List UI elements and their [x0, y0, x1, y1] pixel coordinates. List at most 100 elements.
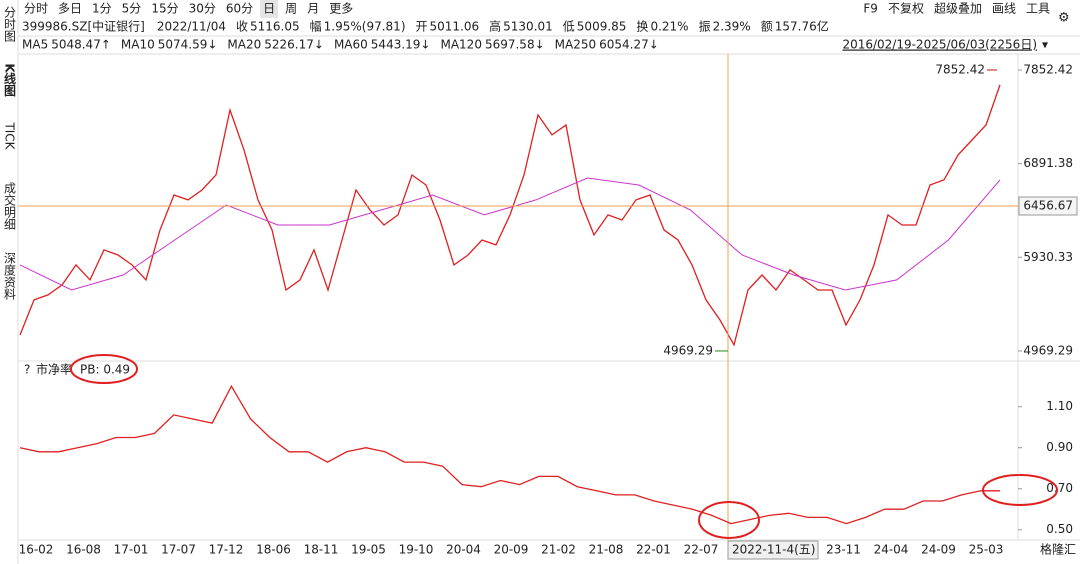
period-button[interactable]: 5分	[122, 2, 142, 16]
x-tick-label: 19-05	[351, 543, 386, 557]
y-tick-label: 6891.38	[1023, 156, 1073, 170]
x-tick-label: 17-12	[209, 543, 244, 557]
series-line	[19, 384, 1000, 525]
period-button[interactable]: 30分	[189, 2, 216, 16]
y-tick-label: 5930.33	[1023, 250, 1073, 264]
field-label: 高	[489, 19, 501, 34]
x-tick-label: 16-02	[19, 543, 54, 557]
low-label: 4969.29	[663, 343, 713, 357]
period-button[interactable]: 更多	[329, 2, 353, 16]
side-tab[interactable]: K线图	[3, 63, 17, 97]
y-tick-label: 0.50	[1046, 522, 1073, 536]
y-tick-label: 0.90	[1046, 440, 1073, 454]
x-tick-label: 18-11	[304, 543, 339, 557]
ma-name: MA250	[555, 38, 596, 52]
highlight-circle	[698, 501, 760, 539]
side-tab[interactable]: 分时图	[3, 6, 17, 42]
cursor-label-box	[1018, 196, 1078, 216]
highlight-circle	[70, 354, 138, 384]
ma-name: MA5	[22, 38, 48, 52]
highlight-circle	[982, 474, 1058, 506]
y-tick-label: 1.10	[1046, 399, 1073, 413]
high-label: 7852.42	[935, 62, 985, 76]
y-tick-label: 4969.29	[1023, 343, 1073, 357]
dropdown: ▾	[1042, 38, 1048, 52]
quote-date: 2022/11/04	[157, 20, 226, 34]
date-range: 2016/02/19-2025/06/03(2256日)	[842, 38, 1037, 52]
ma-value: 5074.59↓	[158, 38, 218, 52]
field-label: 额	[761, 20, 773, 34]
ma-name: MA20	[227, 38, 261, 52]
toolbar-button[interactable]: 工具	[1026, 2, 1050, 16]
field-label: 换	[636, 20, 648, 34]
field-label: 低	[563, 20, 575, 34]
ma-name: MA60	[334, 38, 368, 52]
field-label: 开	[416, 20, 428, 34]
period-button[interactable]: 60分	[226, 2, 253, 16]
x-tick-label: 25-03	[969, 543, 1004, 557]
period-button[interactable]: 15分	[151, 2, 178, 16]
ma-value: 5443.19↓	[371, 38, 431, 52]
period-button[interactable]: 1分	[92, 2, 112, 16]
x-tick-label: 18-06	[256, 543, 291, 557]
x-tick-label: 19-10	[399, 543, 434, 557]
period-button[interactable]: 月	[307, 2, 319, 16]
pb-readout: PB: 0.49	[80, 363, 130, 377]
field-value: 5116.05	[250, 20, 300, 34]
ma-value: 5048.47↑	[51, 38, 111, 52]
x-tick-label: 20-09	[494, 543, 529, 557]
x-tick-label: 24-04	[874, 543, 909, 557]
field-value: 2.39%	[713, 20, 751, 34]
x-tick-label: 21-08	[589, 543, 624, 557]
field-value: 1.95%(97.81)	[324, 20, 406, 34]
settings-icon[interactable]: ⚙	[1058, 11, 1070, 26]
y-tick-label: 7852.42	[1023, 62, 1073, 76]
toolbar-button[interactable]: 画线	[992, 2, 1016, 16]
ma-value: 5226.17↓	[264, 38, 324, 52]
cursor-date: 2022-11-4(五)	[732, 543, 815, 557]
y-tick-label: 0.70	[1046, 481, 1073, 495]
field-value: 5009.85	[577, 20, 627, 34]
x-tick-label: 24-09	[921, 543, 956, 557]
period-button[interactable]: 分时	[24, 2, 48, 16]
field-value: 5130.01	[503, 20, 553, 34]
x-tick-label: 23-11	[826, 543, 861, 557]
side-tab[interactable]: 成交明细	[3, 182, 17, 230]
x-tick-label: 17-01	[114, 543, 149, 557]
ma-name: MA10	[121, 38, 155, 52]
pb-title: 市净率	[36, 362, 72, 377]
field-label: 幅	[310, 19, 322, 34]
side-tab[interactable]: 深度资料	[3, 252, 17, 300]
cursor-date-box	[727, 540, 819, 560]
ma-name: MA120	[440, 38, 481, 52]
active-tab	[260, 0, 279, 18]
field-label: 振	[699, 20, 711, 34]
x-tick-label: 17-07	[161, 543, 196, 557]
x-tick-label: 20-04	[446, 543, 481, 557]
x-tick-label: 21-02	[541, 543, 576, 557]
field-value: 5011.06	[430, 20, 480, 34]
ma-value: 5697.58↓	[485, 38, 545, 52]
period-button[interactable]: 多日	[58, 2, 82, 16]
x-tick-label: 22-01	[636, 543, 671, 557]
side-tab[interactable]: TICK	[3, 121, 17, 150]
ma-value: 6054.27↓	[599, 38, 659, 52]
toolbar-button[interactable]: 超级叠加	[934, 1, 982, 16]
x-tick-label: 16-08	[66, 543, 101, 557]
help-icon: ?	[24, 363, 30, 377]
cursor-price: 6456.67	[1023, 198, 1073, 212]
security-code: 399986.SZ[中证银行]	[22, 19, 145, 34]
period-button[interactable]: 日	[263, 2, 275, 16]
period-button[interactable]: 周	[285, 2, 297, 16]
watermark: 格隆汇	[1040, 542, 1076, 557]
series-line	[19, 177, 1001, 291]
field-value: 0.21%	[650, 20, 688, 34]
toolbar-button[interactable]: F9	[863, 2, 878, 16]
x-tick-label: 22-07	[684, 543, 719, 557]
series-line	[19, 84, 1001, 347]
toolbar-button[interactable]: 不复权	[888, 2, 924, 16]
field-label: 收	[236, 20, 248, 34]
